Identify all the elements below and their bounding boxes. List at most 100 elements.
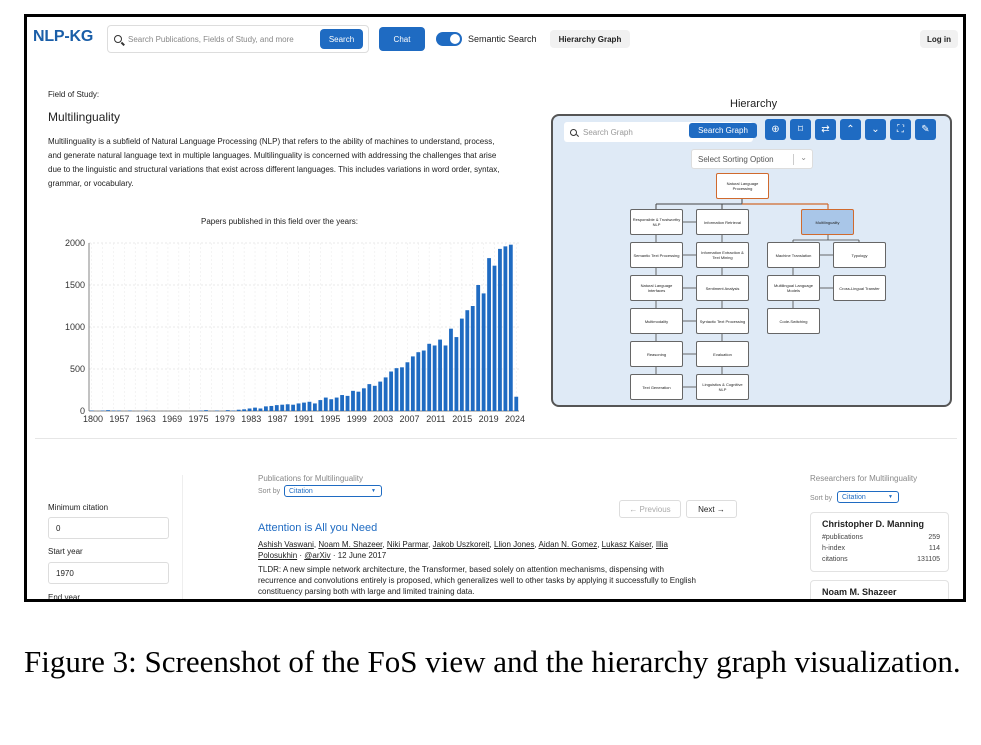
graph-node-root[interactable]: Natural Language Processing — [716, 173, 769, 199]
graph-node[interactable]: Multimodality — [630, 308, 683, 334]
search-button[interactable]: Search — [320, 29, 363, 49]
bar — [323, 397, 328, 411]
graph-node[interactable]: Machine Translation — [767, 242, 820, 268]
y-tick-label: 2000 — [65, 238, 85, 248]
hierarchy-graph-button[interactable]: Hierarchy Graph — [550, 30, 630, 48]
bar — [340, 395, 345, 411]
graph-node[interactable]: Semantic Text Processing — [630, 242, 683, 268]
bar — [106, 410, 110, 411]
bar — [438, 339, 442, 411]
sort-select[interactable]: Select Sorting Option ⌄ — [691, 149, 813, 169]
researcher-card[interactable]: Noam M. Shazeer — [810, 580, 949, 599]
search-graph-button[interactable]: Search Graph — [689, 123, 757, 138]
bar — [405, 362, 410, 411]
zoom-in-icon[interactable]: ⊕ — [765, 119, 786, 140]
venue-link[interactable]: @arXiv — [304, 551, 331, 560]
researcher-card[interactable]: Christopher D. Manning #publications 259 … — [810, 512, 949, 572]
next-button[interactable]: Next → — [686, 500, 737, 518]
stat-value: 131105 — [917, 556, 940, 563]
bar — [351, 390, 355, 411]
chat-button[interactable]: Chat — [379, 27, 425, 51]
author-link[interactable]: Illia Polosukhin — [258, 540, 668, 560]
bar — [296, 403, 301, 411]
bar — [492, 265, 497, 411]
collapse-up-icon[interactable]: ⌃ — [840, 119, 861, 140]
graph-node[interactable]: Reasoning — [630, 341, 683, 367]
author-link[interactable]: Ashish Vaswani — [258, 540, 314, 549]
bar — [383, 377, 388, 411]
search-icon — [570, 128, 577, 136]
graph-node[interactable]: Information Retrieval — [696, 209, 749, 235]
graph-node[interactable]: Responsible & Trustworthy NLP — [630, 209, 683, 235]
divider — [793, 154, 794, 165]
graph-node[interactable]: Linguistics & Cognitive NLP — [696, 374, 749, 400]
focus-icon[interactable]: ⌑ — [790, 119, 811, 140]
start-year-input[interactable]: 1970 — [48, 562, 169, 584]
stat-row: h-index 114 — [811, 543, 948, 554]
bar — [372, 385, 377, 411]
x-tick-label: 2015 — [452, 414, 472, 424]
graph-node[interactable]: Code-Switching — [767, 308, 820, 334]
author-link[interactable]: Lukasz Kaiser — [601, 540, 652, 549]
search-input[interactable]: Search Publications, Fields of Study, an… — [107, 25, 369, 53]
y-tick-label: 1500 — [65, 280, 85, 290]
stat-label: citations — [822, 556, 848, 563]
author-link[interactable]: Jakob Uszkoreit — [432, 540, 490, 549]
graph-node[interactable]: Cross-Lingual Transfer — [833, 275, 886, 301]
bar — [378, 381, 383, 411]
x-tick-label: 2024 — [505, 414, 525, 424]
previous-button[interactable]: ← Previous — [619, 500, 681, 518]
author-link[interactable]: Noam M. Shazeer — [318, 540, 383, 549]
logo[interactable]: NLP-KG — [33, 28, 94, 45]
paper-authors: Ashish Vaswani, Noam M. Shazeer, Niki Pa… — [258, 540, 668, 560]
graph-node[interactable]: Text Generation — [630, 374, 683, 400]
stat-value: 259 — [928, 534, 940, 541]
graph-node[interactable]: Evaluation — [696, 341, 749, 367]
graph-node-selected[interactable]: Multilinguality — [801, 209, 854, 235]
swap-icon[interactable]: ⇄ — [815, 119, 836, 140]
bar — [258, 408, 263, 411]
x-tick-label: 1991 — [294, 414, 314, 424]
researcher-name[interactable]: Noam M. Shazeer — [822, 587, 897, 597]
author-link[interactable]: Llion Jones — [494, 540, 535, 549]
graph-node[interactable]: Typology — [833, 242, 886, 268]
researchers-sort-select[interactable]: Citation ▼ — [837, 491, 899, 503]
app-window: NLP-KG Search Publications, Fields of St… — [24, 14, 966, 602]
graph-node[interactable]: Syntactic Text Processing — [696, 308, 749, 334]
author-link[interactable]: Niki Parmar — [386, 540, 429, 549]
bar — [334, 397, 339, 411]
expand-down-icon[interactable]: ⌄ — [865, 119, 886, 140]
graph-node[interactable]: Multilingual Language Models — [767, 275, 820, 301]
bar — [285, 404, 290, 411]
publications-header: Publications for Multilinguality — [258, 474, 363, 483]
bar — [410, 356, 415, 411]
bar — [269, 405, 274, 411]
y-tick-label: 1000 — [65, 322, 85, 332]
x-tick-label: 1969 — [162, 414, 182, 424]
bar — [514, 396, 519, 411]
bar — [394, 368, 399, 411]
min-citation-input[interactable]: 0 — [48, 517, 169, 539]
bar — [449, 328, 453, 411]
hierarchy-panel: Search Graph Search Graph ⊕ ⌑ ⇄ ⌃ ⌄ ⛶ ✎ … — [551, 114, 952, 407]
bar — [291, 404, 296, 411]
graph-node[interactable]: Sentiment Analysis — [696, 275, 749, 301]
fullscreen-icon[interactable]: ⛶ — [890, 119, 911, 140]
semantic-search-toggle[interactable] — [436, 32, 462, 46]
caret-down-icon: ▼ — [888, 494, 893, 500]
min-citation-label: Minimum citation — [48, 503, 109, 512]
bar — [508, 244, 513, 411]
bar — [329, 399, 334, 411]
bar — [312, 403, 317, 411]
researchers-header: Researchers for Multilinguality — [810, 474, 918, 483]
graph-node[interactable]: Information Extraction & Text Mining — [696, 242, 749, 268]
researcher-name[interactable]: Christopher D. Manning — [822, 519, 924, 529]
graph-node[interactable]: Natural Language Interfaces — [630, 275, 683, 301]
paper-title[interactable]: Attention is All you Need — [258, 522, 378, 534]
section-divider — [35, 438, 957, 439]
login-button[interactable]: Log in — [920, 30, 958, 48]
author-link[interactable]: Aidan N. Gomez — [538, 540, 598, 549]
publications-sort-select[interactable]: Citation ▼ — [284, 485, 382, 497]
edit-icon[interactable]: ✎ — [915, 119, 936, 140]
bar — [361, 388, 366, 411]
